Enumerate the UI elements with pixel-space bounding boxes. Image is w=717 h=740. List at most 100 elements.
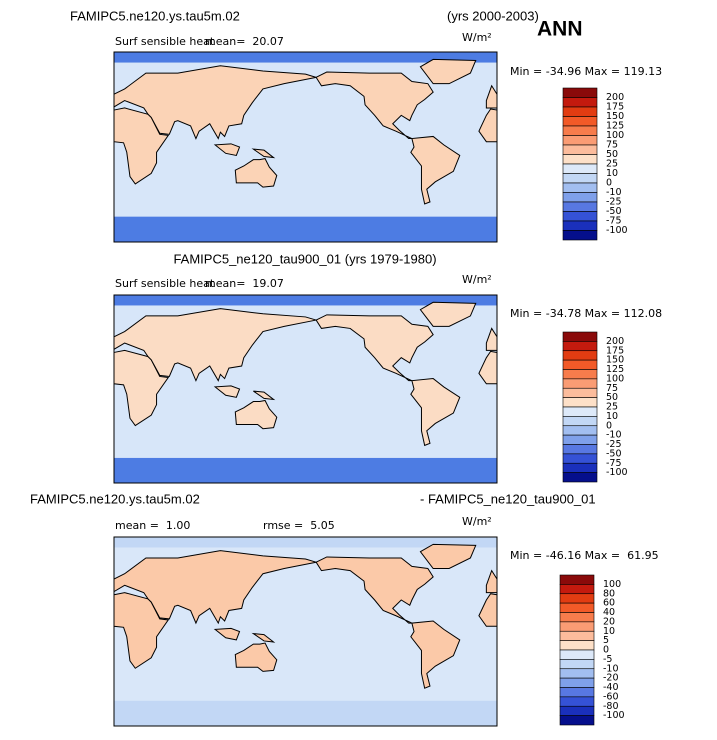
- colorbar-box: [562, 173, 598, 184]
- map-frame: [113, 536, 498, 727]
- colorbar-label: 175: [606, 345, 624, 356]
- minmax: Min = -34.96 Max = 119.13: [510, 65, 662, 78]
- colorbar-box: [559, 640, 595, 651]
- colorbar-label: 50: [606, 392, 618, 403]
- colorbar-label: -10: [606, 430, 622, 441]
- stat: mean= 20.07: [205, 35, 284, 48]
- colorbar-label: 5: [603, 635, 609, 646]
- colorbar-box: [562, 144, 598, 155]
- continent: [485, 84, 498, 109]
- colorbar-label: 100: [606, 130, 624, 141]
- continent: [251, 632, 276, 643]
- continent: [113, 308, 317, 382]
- colorbar-box: [562, 97, 598, 108]
- colorbar-box: [562, 406, 598, 417]
- continent: [315, 71, 434, 140]
- colorbar-box: [562, 397, 598, 408]
- units: W/m²: [462, 515, 492, 528]
- colorbar-box: [562, 220, 598, 231]
- map: [113, 536, 498, 727]
- colorbar-box: [562, 201, 598, 212]
- colorbar-box: [562, 192, 598, 203]
- colorbar-box: [562, 211, 598, 222]
- stat: rmse = 5.05: [263, 519, 335, 532]
- colorbar-label: 0: [606, 420, 612, 431]
- colorbar-box: [562, 425, 598, 436]
- colorbar-box: [562, 331, 598, 342]
- colorbar-label: 100: [606, 373, 624, 384]
- continent: [251, 148, 276, 159]
- continent: [234, 642, 278, 672]
- antarctic: [114, 457, 497, 483]
- colorbar-label: 150: [606, 111, 624, 122]
- colorbar-label: -100: [603, 710, 625, 721]
- arctic: [114, 537, 497, 548]
- colorbar-label: 60: [603, 598, 615, 609]
- colorbar-box: [562, 106, 598, 117]
- colorbar-box: [562, 87, 598, 98]
- colorbar-box: [559, 621, 595, 632]
- colorbar-box: [559, 584, 595, 595]
- colorbar-box: [562, 350, 598, 361]
- panel-title-right: - FAMIPC5_ne120_tau900_01: [420, 491, 596, 506]
- colorbar-box: [559, 715, 595, 726]
- colorbar-label: 200: [606, 336, 624, 347]
- colorbar-label: -10: [606, 187, 622, 198]
- continent: [419, 543, 477, 569]
- panel-title-right: (yrs 2000-2003): [447, 8, 539, 23]
- continent: [419, 58, 477, 85]
- continent: [485, 327, 498, 351]
- continent: [213, 627, 241, 641]
- continent: [485, 569, 498, 594]
- colorbar-box: [559, 612, 595, 623]
- arctic: [114, 295, 497, 306]
- colorbar-label: 25: [606, 402, 618, 413]
- colorbar-label: -80: [603, 701, 619, 712]
- colorbar-label: -100: [606, 225, 628, 236]
- continent: [253, 390, 276, 401]
- colorbar-box: [562, 369, 598, 380]
- colorbar-label: 10: [603, 626, 615, 637]
- colorbar-label: 25: [606, 159, 618, 170]
- units: W/m²: [462, 273, 492, 286]
- colorbar-box: [559, 668, 595, 679]
- colorbar-box: [562, 472, 598, 483]
- colorbar-label: 20: [603, 616, 615, 627]
- colorbar-label: -100: [606, 467, 628, 478]
- colorbar-label: -20: [603, 673, 619, 684]
- colorbar-label: 80: [603, 588, 615, 599]
- colorbar-box: [562, 444, 598, 455]
- colorbar-label: -5: [603, 654, 612, 665]
- colorbar-box: [562, 453, 598, 464]
- colorbar-label: 125: [606, 364, 624, 375]
- colorbar-label: -50: [606, 448, 622, 459]
- colorbar-box: [562, 416, 598, 427]
- colorbar-label: 10: [606, 168, 618, 179]
- colorbar-label: -50: [606, 206, 622, 217]
- colorbar-label: -40: [603, 682, 619, 693]
- colorbar-label: 100: [603, 579, 621, 590]
- colorbar-box: [559, 705, 595, 716]
- panel-title: FAMIPC5_ne120_tau900_01 (yrs 1979-1980): [173, 251, 436, 266]
- minmax: Min = -34.78 Max = 112.08: [510, 307, 662, 320]
- colorbar-box: [559, 687, 595, 698]
- season: ANN: [537, 18, 583, 41]
- colorbar-label: -25: [606, 197, 622, 208]
- colorbar-label: 175: [606, 102, 624, 113]
- continent: [410, 620, 461, 689]
- colorbar-label: 150: [606, 355, 624, 366]
- colorbar-box: [562, 378, 598, 389]
- colorbar-box: [562, 125, 598, 136]
- colorbar-box: [562, 116, 598, 127]
- colorbar-label: 125: [606, 121, 624, 132]
- stat: mean= 19.07: [205, 277, 284, 290]
- colorbar-label: -75: [606, 458, 622, 469]
- colorbar-box: [562, 163, 598, 174]
- continent: [410, 378, 461, 447]
- units: W/m²: [462, 31, 492, 44]
- continent: [213, 143, 241, 157]
- continent: [315, 556, 434, 624]
- colorbar-label: 10: [606, 411, 618, 422]
- colorbar-label: 50: [606, 149, 618, 160]
